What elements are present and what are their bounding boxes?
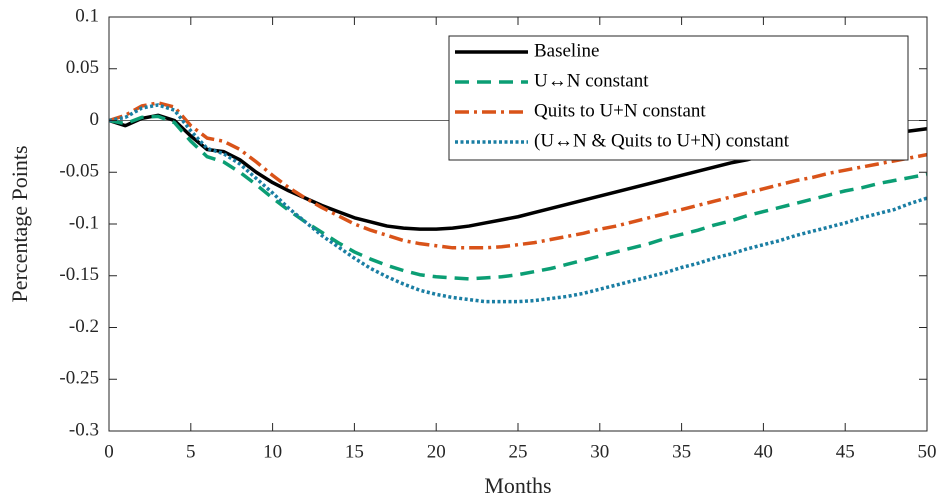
x-tick-label: 45 [836, 441, 855, 462]
y-tick-label: 0.1 [75, 5, 99, 26]
x-tick-label: 35 [672, 441, 691, 462]
line-series [108, 101, 928, 250]
y-tick-label: -0.15 [59, 264, 99, 285]
y-tick-label: 0.05 [66, 57, 99, 78]
line-series [108, 114, 928, 281]
legend-label: U↔N constant [534, 70, 649, 91]
y-axis-label: Percentage Points [7, 145, 32, 302]
y-tick-label: -0.2 [69, 316, 99, 337]
x-tick-label: 0 [104, 441, 114, 462]
y-tick-label: -0.25 [59, 368, 99, 389]
x-tick-label: 5 [186, 441, 196, 462]
x-tick-label: 40 [754, 441, 773, 462]
x-tick-label: 50 [918, 441, 937, 462]
x-axis-label: Months [484, 473, 551, 498]
legend-label: Quits to U+N constant [534, 100, 706, 121]
legend-label: (U↔N & Quits to U+N) constant [534, 130, 790, 151]
y-tick-label: -0.3 [69, 419, 99, 440]
x-tick-label: 25 [509, 441, 528, 462]
y-tick-label: -0.1 [69, 212, 99, 233]
x-tick-label: 15 [345, 441, 364, 462]
legend-box [448, 35, 909, 161]
x-tick-label: 30 [590, 441, 609, 462]
x-tick-label: 20 [427, 441, 446, 462]
x-tick-label: 10 [263, 441, 282, 462]
legend-label: Baseline [534, 40, 599, 61]
y-tick-label: 0 [90, 109, 100, 130]
y-tick-label: -0.05 [59, 161, 99, 182]
